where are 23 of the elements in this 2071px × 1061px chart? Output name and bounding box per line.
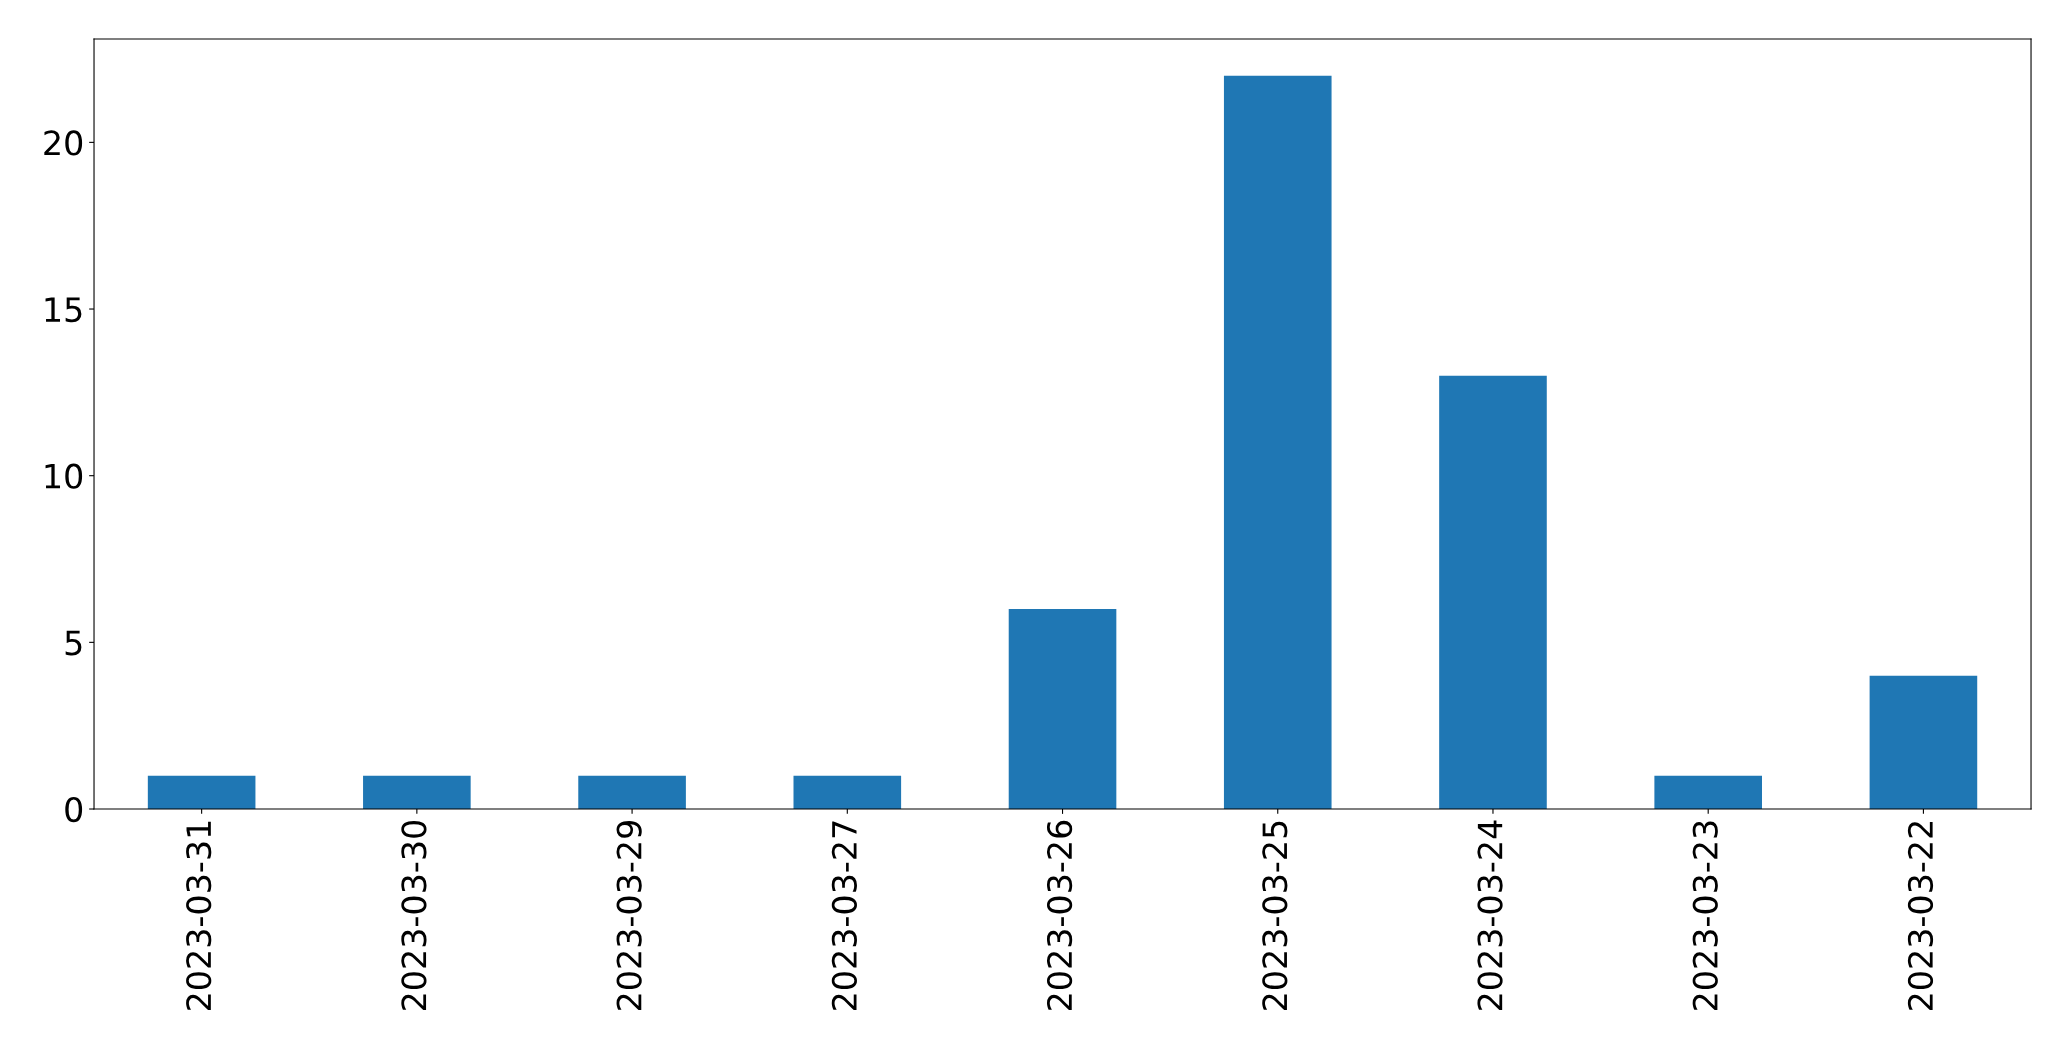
x-tick-label: 2023-03-29 bbox=[616, 821, 642, 1011]
bar bbox=[147, 775, 256, 810]
x-tick-label: 2023-03-22 bbox=[1907, 822, 1934, 1011]
x-tick-label: 2023-03-24 bbox=[1477, 820, 1503, 1011]
bar bbox=[1654, 775, 1762, 810]
bar bbox=[578, 775, 686, 810]
y-tick-label: 0 bbox=[65, 796, 83, 823]
x-tick-label: 2023-03-31 bbox=[186, 821, 212, 1011]
x-tick-label: 2023-03-27 bbox=[831, 821, 857, 1011]
bar bbox=[1869, 675, 1978, 810]
bar bbox=[793, 775, 902, 810]
y-tick-label: 15 bbox=[45, 297, 82, 323]
bar bbox=[1223, 75, 1332, 810]
x-tick-label: 2023-03-30 bbox=[401, 820, 427, 1011]
y-tick-label: 10 bbox=[45, 463, 83, 489]
y-tick-label: 20 bbox=[44, 130, 83, 156]
bar bbox=[1008, 609, 1117, 810]
x-tick-label: 2023-03-26 bbox=[1046, 820, 1073, 1011]
y-tick-label: 5 bbox=[65, 630, 82, 656]
bar bbox=[1439, 375, 1547, 810]
x-tick-label: 2023-03-25 bbox=[1262, 821, 1288, 1011]
x-tick-label: 2023-03-23 bbox=[1692, 821, 1718, 1011]
bar bbox=[363, 775, 471, 810]
